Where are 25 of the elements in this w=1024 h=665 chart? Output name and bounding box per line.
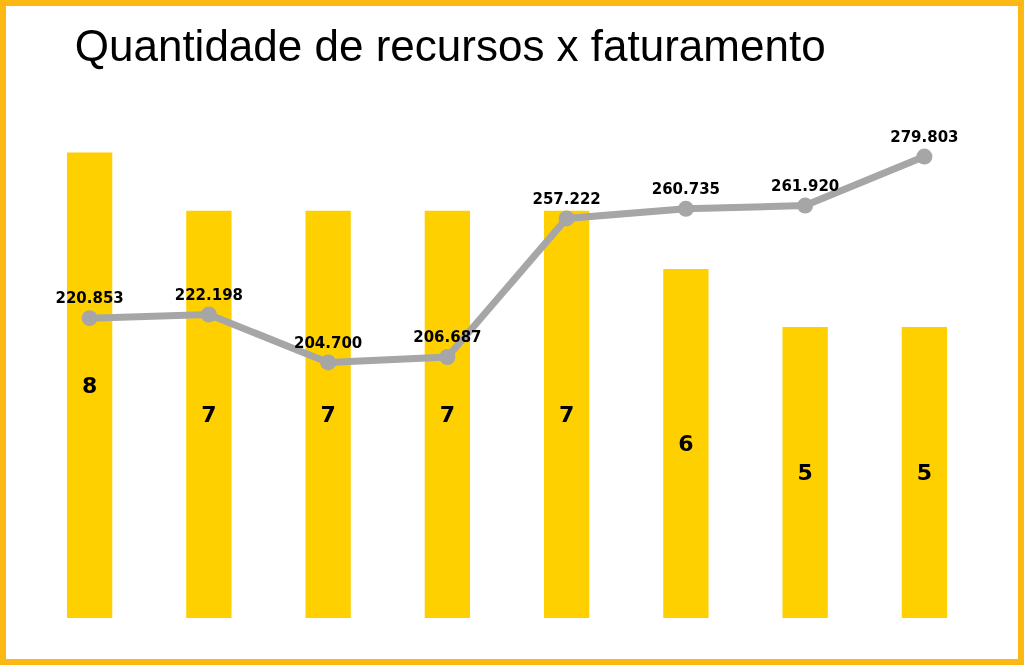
point xyxy=(200,306,217,323)
data-label: 8 xyxy=(81,372,98,398)
point xyxy=(320,354,337,371)
bar xyxy=(543,210,590,618)
data-label: 5 xyxy=(797,460,813,486)
data-label: 7 xyxy=(320,401,336,427)
bar xyxy=(782,327,828,618)
data-label: 6 xyxy=(678,430,694,456)
data-label: 7 xyxy=(558,401,575,427)
data-label: 7 xyxy=(439,401,456,427)
point xyxy=(797,197,814,214)
point xyxy=(81,310,98,327)
chart-title: Quantidade de recursos x faturamento xyxy=(74,20,826,70)
data-label: 7 xyxy=(201,401,217,427)
point xyxy=(677,200,694,217)
data-label: 257.222 xyxy=(532,189,601,208)
data-label: 261.920 xyxy=(770,176,840,195)
data-label: 5 xyxy=(916,460,933,486)
point xyxy=(916,148,933,165)
data-label: 279.803 xyxy=(890,127,959,146)
point xyxy=(439,349,456,365)
bar xyxy=(663,268,709,618)
data-label: 260.735 xyxy=(651,180,721,199)
bar xyxy=(901,327,948,618)
point xyxy=(558,210,575,227)
